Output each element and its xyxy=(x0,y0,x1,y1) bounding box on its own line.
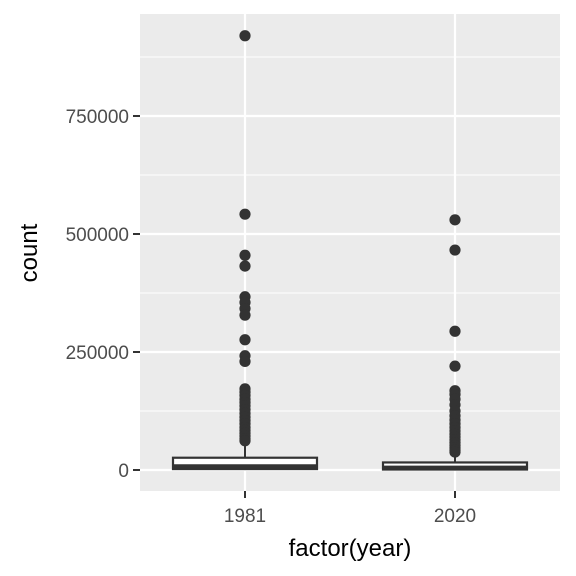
outlier-point xyxy=(239,334,251,346)
outlier-point xyxy=(449,244,461,256)
outlier-point xyxy=(449,446,461,458)
y-tick-label: 750000 xyxy=(66,107,129,128)
y-axis-title: count xyxy=(16,223,43,282)
outlier-point xyxy=(239,208,251,220)
outliers xyxy=(239,30,461,458)
y-tick-label: 0 xyxy=(118,461,129,482)
outlier-point xyxy=(239,435,251,447)
x-axis-title: factor(year) xyxy=(289,535,412,562)
outlier-point xyxy=(239,249,251,261)
outlier-point xyxy=(239,309,251,321)
plot-panel xyxy=(140,14,560,491)
outlier-point xyxy=(239,30,251,42)
y-axis: 0 250000 500000 750000 xyxy=(66,107,140,482)
boxes xyxy=(171,441,529,471)
x-axis: 1981 2020 xyxy=(224,491,476,527)
box-1981 xyxy=(171,456,319,471)
outlier-point xyxy=(239,355,251,368)
y-tick-label: 250000 xyxy=(66,343,129,364)
x-tick-label: 2020 xyxy=(434,506,476,527)
x-tick-label: 1981 xyxy=(224,506,266,527)
y-tick-label: 500000 xyxy=(66,225,129,246)
outlier-point xyxy=(449,360,461,372)
grid-minor xyxy=(140,56,560,412)
outlier-point xyxy=(239,260,251,272)
outlier-point xyxy=(449,325,461,337)
outlier-point xyxy=(449,214,461,226)
